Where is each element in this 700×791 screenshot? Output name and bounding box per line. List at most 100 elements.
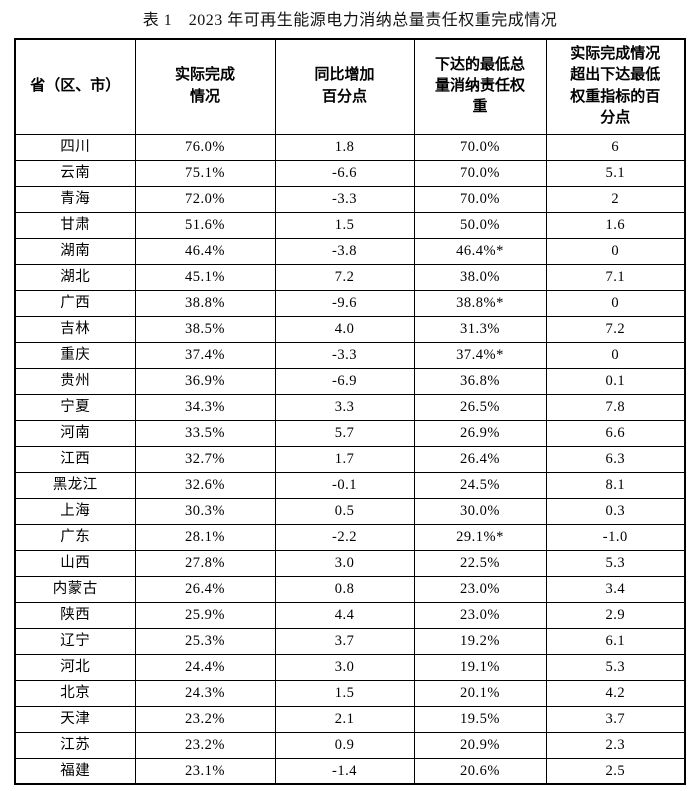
header-row: 省（区、市） 实际完成 情况 同比增加 百分点 下达的最低总 量消纳责任权 重 … <box>14 38 686 135</box>
value-cell: 23.0% <box>413 601 547 629</box>
table-body: 四川 76.0% 1.8 70.0% 6 云南 75.1% -6.6 70.0% 5.1 青海 72.… <box>14 133 686 785</box>
value-cell: 4.0 <box>274 315 415 343</box>
table-row: 黑龙江 32.6% -0.1 24.5% 8.1 <box>14 471 686 499</box>
value-cell: 32.6% <box>134 471 276 499</box>
value-cell: 7.1 <box>545 263 686 291</box>
value-cell: 0.1 <box>545 367 686 395</box>
value-cell: 3.0 <box>274 653 415 681</box>
value-cell: 0.8 <box>274 575 415 603</box>
value-cell: 0.5 <box>274 497 415 525</box>
province-cell: 重庆 <box>14 341 136 369</box>
table-row: 陕西 25.9% 4.4 23.0% 2.9 <box>14 601 686 629</box>
province-cell: 宁夏 <box>14 393 136 421</box>
value-cell: 38.8%* <box>413 289 547 317</box>
value-cell: 1.6 <box>545 211 686 239</box>
table-row: 湖南 46.4% -3.8 46.4%* 0 <box>14 237 686 265</box>
value-cell: 2.1 <box>274 705 415 733</box>
value-cell: 8.1 <box>545 471 686 499</box>
value-cell: 3.7 <box>274 627 415 655</box>
value-cell: 0 <box>545 237 686 265</box>
table-row: 青海 72.0% -3.3 70.0% 2 <box>14 185 686 213</box>
table-row: 河南 33.5% 5.7 26.9% 6.6 <box>14 419 686 447</box>
value-cell: 19.2% <box>413 627 547 655</box>
province-cell: 云南 <box>14 159 136 187</box>
value-cell: 0.9 <box>274 731 415 759</box>
value-cell: 25.3% <box>134 627 276 655</box>
value-cell: 1.5 <box>274 211 415 239</box>
value-cell: -1.0 <box>545 523 686 551</box>
value-cell: 20.6% <box>413 757 547 785</box>
value-cell: 27.8% <box>134 549 276 577</box>
value-cell: 2.9 <box>545 601 686 629</box>
province-cell: 青海 <box>14 185 136 213</box>
province-cell: 内蒙古 <box>14 575 136 603</box>
province-cell: 江苏 <box>14 731 136 759</box>
value-cell: -3.3 <box>274 185 415 213</box>
value-cell: 6.6 <box>545 419 686 447</box>
value-cell: -6.9 <box>274 367 415 395</box>
province-cell: 广东 <box>14 523 136 551</box>
table-row: 湖北 45.1% 7.2 38.0% 7.1 <box>14 263 686 291</box>
table-row: 贵州 36.9% -6.9 36.8% 0.1 <box>14 367 686 395</box>
value-cell: -9.6 <box>274 289 415 317</box>
column-header-assigned-minimum-weight: 下达的最低总 量消纳责任权 重 <box>413 38 547 135</box>
value-cell: 70.0% <box>413 159 547 187</box>
table-row: 北京 24.3% 1.5 20.1% 4.2 <box>14 679 686 707</box>
table-row: 吉林 38.5% 4.0 31.3% 7.2 <box>14 315 686 343</box>
province-cell: 河南 <box>14 419 136 447</box>
value-cell: 38.5% <box>134 315 276 343</box>
province-cell: 北京 <box>14 679 136 707</box>
value-cell: 37.4% <box>134 341 276 369</box>
province-cell: 湖北 <box>14 263 136 291</box>
value-cell: 20.1% <box>413 679 547 707</box>
value-cell: 30.0% <box>413 497 547 525</box>
table-row: 辽宁 25.3% 3.7 19.2% 6.1 <box>14 627 686 655</box>
value-cell: 3.4 <box>545 575 686 603</box>
value-cell: 7.2 <box>274 263 415 291</box>
value-cell: 19.1% <box>413 653 547 681</box>
table-row: 河北 24.4% 3.0 19.1% 5.3 <box>14 653 686 681</box>
value-cell: 5.3 <box>545 549 686 577</box>
province-cell: 山西 <box>14 549 136 577</box>
province-cell: 江西 <box>14 445 136 473</box>
value-cell: -2.2 <box>274 523 415 551</box>
value-cell: 25.9% <box>134 601 276 629</box>
table-row: 天津 23.2% 2.1 19.5% 3.7 <box>14 705 686 733</box>
value-cell: 3.3 <box>274 393 415 421</box>
value-cell: 46.4%* <box>413 237 547 265</box>
value-cell: 76.0% <box>134 133 276 161</box>
value-cell: 38.0% <box>413 263 547 291</box>
value-cell: 1.8 <box>274 133 415 161</box>
value-cell: 22.5% <box>413 549 547 577</box>
value-cell: 1.5 <box>274 679 415 707</box>
value-cell: 4.4 <box>274 601 415 629</box>
value-cell: 0.3 <box>545 497 686 525</box>
table-row: 山西 27.8% 3.0 22.5% 5.3 <box>14 549 686 577</box>
value-cell: 5.3 <box>545 653 686 681</box>
value-cell: 32.7% <box>134 445 276 473</box>
value-cell: 30.3% <box>134 497 276 525</box>
value-cell: 26.9% <box>413 419 547 447</box>
value-cell: 23.0% <box>413 575 547 603</box>
value-cell: 24.3% <box>134 679 276 707</box>
value-cell: 3.0 <box>274 549 415 577</box>
value-cell: 46.4% <box>134 237 276 265</box>
table-row: 上海 30.3% 0.5 30.0% 0.3 <box>14 497 686 525</box>
value-cell: 36.8% <box>413 367 547 395</box>
renewable-energy-consumption-table: 省（区、市） 实际完成 情况 同比增加 百分点 下达的最低总 量消纳责任权 重 … <box>14 38 686 785</box>
province-cell: 广西 <box>14 289 136 317</box>
table-row: 宁夏 34.3% 3.3 26.5% 7.8 <box>14 393 686 421</box>
value-cell: 34.3% <box>134 393 276 421</box>
province-cell: 贵州 <box>14 367 136 395</box>
value-cell: 37.4%* <box>413 341 547 369</box>
table-row: 重庆 37.4% -3.3 37.4%* 0 <box>14 341 686 369</box>
value-cell: 23.2% <box>134 705 276 733</box>
value-cell: 33.5% <box>134 419 276 447</box>
province-cell: 天津 <box>14 705 136 733</box>
value-cell: 1.7 <box>274 445 415 473</box>
value-cell: 70.0% <box>413 133 547 161</box>
value-cell: 24.5% <box>413 471 547 499</box>
value-cell: 0 <box>545 289 686 317</box>
value-cell: 20.9% <box>413 731 547 759</box>
